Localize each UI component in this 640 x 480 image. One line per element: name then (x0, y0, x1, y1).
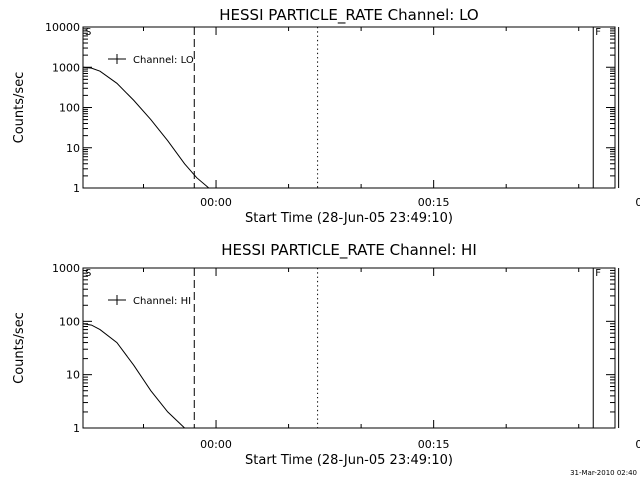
x-tick-label: 00:00 (200, 438, 232, 451)
y-tick-label: 10 (66, 369, 80, 382)
series-line (82, 66, 210, 189)
y-tick-label: 100 (59, 102, 80, 115)
y-axis-label: Counts/sec (12, 312, 27, 384)
y-tick-label: 10 (66, 142, 80, 155)
x-tick-label: 00:30 (635, 438, 640, 451)
chart-title: HESSI PARTICLE_RATE Channel: HI (221, 241, 477, 260)
plot-frame (82, 26, 616, 189)
y-tick-label: 1000 (52, 61, 80, 74)
event-marker: S (85, 268, 91, 279)
y-tick-label: 1 (73, 182, 80, 195)
panel-lo: HESSI PARTICLE_RATE Channel: LO Start Tim… (12, 6, 640, 226)
y-tick-label: 1000 (52, 262, 80, 275)
y-tick-label: 1 (73, 422, 80, 435)
y-tick-label: 100 (59, 315, 80, 328)
panel-hi: HESSI PARTICLE_RATE Channel: HI Start Tim… (12, 241, 640, 468)
x-tick-label: 00:30 (635, 196, 640, 209)
x-axis-label: Start Time (28-Jun-05 23:49:10) (245, 453, 453, 468)
legend-label: Channel: LO (133, 55, 194, 66)
x-tick-label: 00:15 (418, 196, 450, 209)
event-marker: S (85, 27, 91, 38)
event-marker: F (595, 268, 601, 279)
event-marker: F (595, 27, 601, 38)
y-tick-label: 10000 (45, 21, 80, 34)
x-axis-label: Start Time (28-Jun-05 23:49:10) (245, 211, 453, 226)
x-tick-label: 00:15 (418, 438, 450, 451)
x-tick-label: 00:00 (200, 196, 232, 209)
plot-frame (82, 267, 616, 429)
chart-title: HESSI PARTICLE_RATE Channel: LO (219, 6, 478, 25)
footer-date: 31-Mar-2010 02:40 (570, 469, 637, 477)
legend-label: Channel: HI (133, 296, 191, 307)
series-line (82, 323, 185, 429)
y-axis-label: Counts/sec (12, 72, 27, 144)
